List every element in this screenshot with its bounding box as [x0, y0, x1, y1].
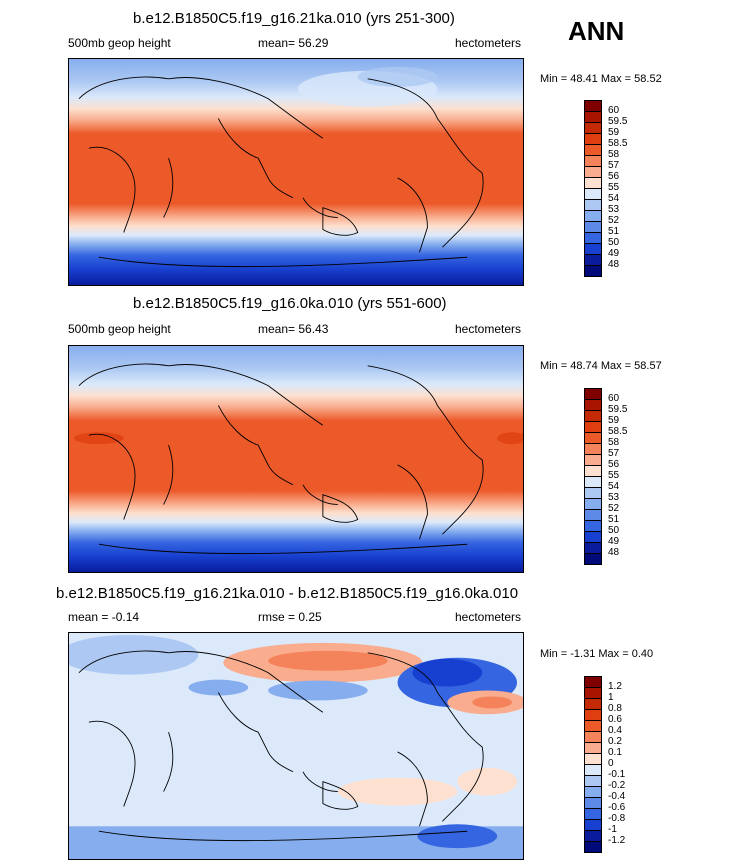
- panel3-field-feature: [188, 679, 249, 696]
- panel3-colorbar-label: -0.2: [608, 780, 626, 791]
- panel2-colorbar: 60 59.5 59 58.5 58 57 56 55 54 53 52 51 …: [584, 388, 628, 574]
- panel3-field-feature: [69, 634, 199, 675]
- panel3-field-feature: [268, 650, 388, 671]
- season-label: ANN: [568, 16, 625, 46]
- panel1-colorbar-label: 50: [608, 237, 620, 248]
- panel3-map: [68, 632, 524, 860]
- panel3-coastlines: [78, 650, 484, 842]
- panel2-colorbar-label: 52: [608, 503, 620, 514]
- panel1-variable-label: 500mb geop height: [68, 36, 171, 50]
- panel2-colorbar-label: 59: [608, 415, 620, 426]
- panel2-colorbar-label: 55: [608, 470, 620, 481]
- panel3-field-feature: [472, 696, 513, 709]
- panel1-colorbar-label: 58: [608, 149, 620, 160]
- panel3-field-feature: [412, 658, 483, 687]
- panel2-colorbar-label: 49: [608, 536, 620, 547]
- panel2-field: [69, 346, 523, 572]
- panel2-colorbar-label: 60: [608, 393, 620, 404]
- panel3-colorbar: 1.2 1 0.8 0.6 0.4 0.2 0.1 0 -0.1 -0.2 -0…: [584, 676, 626, 862]
- panel1-colorbar-label: 51: [608, 226, 620, 237]
- panel2-map: [68, 345, 524, 573]
- panel1-coastlines: [78, 76, 484, 268]
- panel1-colorbar-label: 59.5: [608, 116, 628, 127]
- panel2-colorbar-label: 58.5: [608, 426, 628, 437]
- panel3-colorbar-label: -0.8: [608, 813, 626, 824]
- panel2-colorbar-label: 53: [608, 492, 620, 503]
- panel3-field-feature: [417, 824, 498, 849]
- panel2-colorbar-box: [584, 553, 602, 565]
- panel1-colorbar-label: 57: [608, 160, 620, 171]
- panel2-minmax: Min = 48.74 Max = 58.57: [540, 360, 662, 372]
- panel3-colorbar-label: -0.4: [608, 791, 626, 802]
- panel2-units-label: hectometers: [455, 322, 522, 336]
- panel1-colorbar-label: 52: [608, 215, 620, 226]
- panel3-colorbar-box: [584, 841, 602, 853]
- panel3-title: b.e12.B1850C5.f19_g16.21ka.010 - b.e12.B…: [56, 585, 519, 602]
- panel1-units-label: hectometers: [455, 36, 522, 50]
- panel3-field-feature: [457, 767, 518, 796]
- panel3-colorbar-label: 0.8: [608, 703, 622, 714]
- panel1-colorbar-label: 55: [608, 182, 620, 193]
- panel2-colorbar-label: 57: [608, 448, 620, 459]
- panel2-colorbar-label: 58: [608, 437, 620, 448]
- panel1-colorbar-label: 49: [608, 248, 620, 259]
- panel1-mean-label: mean= 56.29: [258, 36, 329, 50]
- panel1-colorbar-label: 56: [608, 171, 620, 182]
- panel2-title: b.e12.B1850C5.f19_g16.0ka.010 (yrs 551-6…: [133, 295, 447, 312]
- panel2-field-feature: [497, 432, 523, 445]
- panel3-colorbar-label: 0: [608, 758, 614, 769]
- panel3-colorbar-label: 0.2: [608, 736, 622, 747]
- panel1-colorbar-label: 60: [608, 105, 620, 116]
- panel3-colorbar-label: -1.2: [608, 835, 626, 846]
- panel2-colorbar-label: 54: [608, 481, 620, 492]
- panel1-colorbar-box: [584, 265, 602, 277]
- panel3-colorbar-label: -1: [608, 824, 617, 835]
- panel1-field: [69, 59, 523, 285]
- panel2-colorbar-label: 59.5: [608, 404, 628, 415]
- panel3-colorbar-label: 1: [608, 692, 614, 703]
- panel3-rmse-label: rmse = 0.25: [258, 610, 322, 624]
- panel2-field-feature: [73, 432, 124, 445]
- panel1-colorbar-label: 58.5: [608, 138, 628, 149]
- panel3-colorbar-label: -0.6: [608, 802, 626, 813]
- panel1-minmax: Min = 48.41 Max = 58.52: [540, 73, 662, 85]
- panel3-field-feature: [268, 680, 368, 701]
- panel1-colorbar-label: 53: [608, 204, 620, 215]
- panel3-colorbar-label: 0.1: [608, 747, 622, 758]
- panel1-colorbar-label: 54: [608, 193, 620, 204]
- panel2-colorbar-label: 51: [608, 514, 620, 525]
- panel2-colorbar-label: 56: [608, 459, 620, 470]
- panel1-colorbar-label: 59: [608, 127, 620, 138]
- panel2-colorbar-label: 48: [608, 547, 620, 558]
- panel3-colorbar-label: 0.6: [608, 714, 622, 725]
- panel1-colorbar: 60 59.5 59 58.5 58 57 56 55 54 53 52 51 …: [584, 100, 628, 286]
- panel1-title: b.e12.B1850C5.f19_g16.21ka.010 (yrs 251-…: [133, 10, 455, 27]
- panel3-minmax: Min = -1.31 Max = 0.40: [540, 648, 654, 660]
- panel3-colorbar-label: 1.2: [608, 681, 622, 692]
- panel2-colorbar-label: 50: [608, 525, 620, 536]
- panel2-mean-label: mean= 56.43: [258, 322, 329, 336]
- panel1-map: [68, 58, 524, 286]
- panel3-mean-label: mean = -0.14: [68, 610, 140, 624]
- panel3-colorbar-label: 0.4: [608, 725, 622, 736]
- panel3-colorbar-label: -0.1: [608, 769, 626, 780]
- panel2-variable-label: 500mb geop height: [68, 322, 171, 336]
- panel1-colorbar-label: 48: [608, 259, 620, 270]
- panel1-field-feature: [357, 66, 438, 87]
- panel3-units-label: hectometers: [455, 610, 522, 624]
- panel2-coastlines: [78, 363, 484, 555]
